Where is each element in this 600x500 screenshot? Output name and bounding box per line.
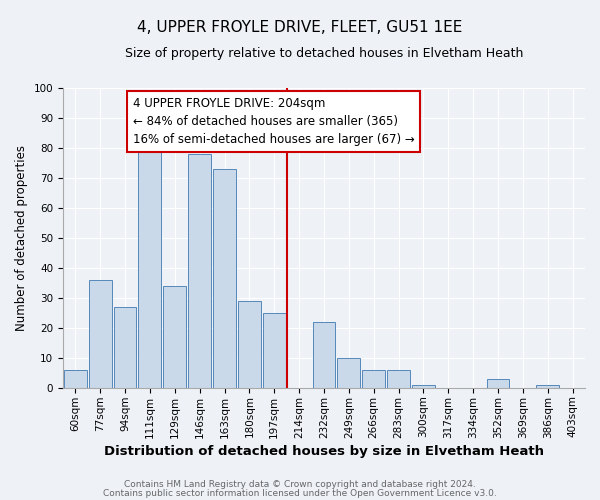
X-axis label: Distribution of detached houses by size in Elvetham Heath: Distribution of detached houses by size …	[104, 444, 544, 458]
Title: Size of property relative to detached houses in Elvetham Heath: Size of property relative to detached ho…	[125, 48, 523, 60]
Bar	[113, 307, 136, 388]
Bar	[64, 370, 87, 388]
Bar	[487, 379, 509, 388]
Bar	[387, 370, 410, 388]
Text: 4 UPPER FROYLE DRIVE: 204sqm
← 84% of detached houses are smaller (365)
16% of s: 4 UPPER FROYLE DRIVE: 204sqm ← 84% of de…	[133, 97, 414, 146]
Y-axis label: Number of detached properties: Number of detached properties	[15, 145, 28, 331]
Bar	[238, 301, 261, 388]
Bar	[263, 313, 286, 388]
Text: 4, UPPER FROYLE DRIVE, FLEET, GU51 1EE: 4, UPPER FROYLE DRIVE, FLEET, GU51 1EE	[137, 20, 463, 35]
Bar	[213, 169, 236, 388]
Bar	[337, 358, 360, 388]
Bar	[536, 385, 559, 388]
Bar	[313, 322, 335, 388]
Bar	[163, 286, 186, 388]
Bar	[89, 280, 112, 388]
Text: Contains HM Land Registry data © Crown copyright and database right 2024.: Contains HM Land Registry data © Crown c…	[124, 480, 476, 489]
Bar	[188, 154, 211, 388]
Bar	[412, 385, 435, 388]
Bar	[139, 148, 161, 388]
Bar	[362, 370, 385, 388]
Text: Contains public sector information licensed under the Open Government Licence v3: Contains public sector information licen…	[103, 488, 497, 498]
